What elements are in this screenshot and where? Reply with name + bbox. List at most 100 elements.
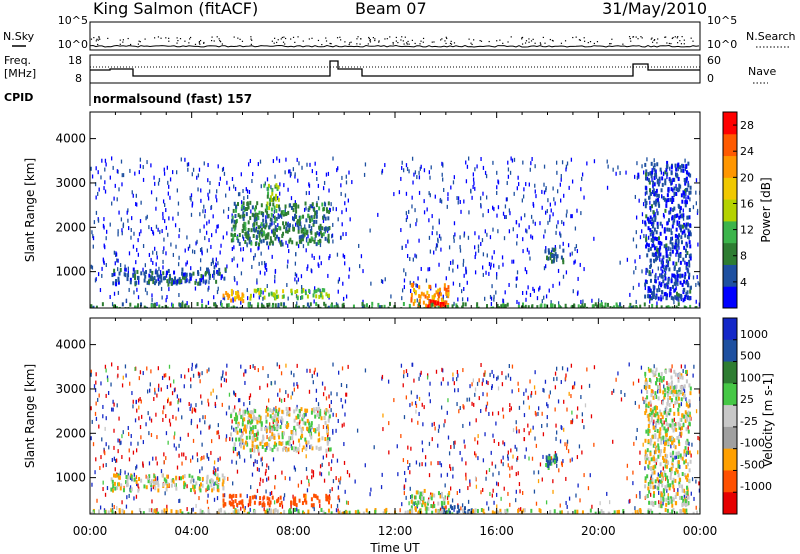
echo-pixel <box>293 426 296 431</box>
echo-pixel <box>242 445 245 450</box>
scatter-pixel <box>412 500 414 505</box>
echo-pixel <box>257 287 260 292</box>
scatter-pixel <box>278 364 281 369</box>
scatter-pixel <box>330 447 332 452</box>
echo-pixel <box>443 501 446 506</box>
echo-pixel <box>496 303 499 308</box>
scatter-pixel <box>599 501 601 506</box>
echo-pixel <box>683 287 686 292</box>
echo-pixel <box>277 432 280 437</box>
noise-sky-line <box>89 44 700 48</box>
echo-pixel <box>236 430 239 435</box>
scatter-pixel <box>305 191 308 196</box>
scatter-pixel <box>402 374 405 379</box>
scatter-pixel <box>322 425 325 430</box>
scatter-pixel <box>290 196 293 201</box>
echo-pixel <box>307 440 310 445</box>
scatter-pixel <box>98 187 100 192</box>
echo-pixel <box>294 213 297 218</box>
scatter-pixel <box>600 300 603 305</box>
echo-pixel <box>301 237 304 242</box>
scatter-pixel <box>652 243 655 248</box>
echo-pixel <box>414 495 417 500</box>
noise-dot <box>368 38 370 40</box>
echo-pixel <box>665 502 668 507</box>
echo-pixel <box>313 289 316 294</box>
echo-pixel <box>676 250 679 255</box>
y-tick-label: 3000 <box>55 176 86 190</box>
echo-pixel <box>663 227 666 232</box>
echo-pixel <box>680 213 683 218</box>
echo-pixel <box>658 176 661 181</box>
echo-pixel <box>682 213 685 218</box>
echo-pixel <box>308 215 311 220</box>
echo-pixel <box>684 203 687 208</box>
scatter-pixel <box>144 287 147 292</box>
scatter-pixel <box>148 461 151 466</box>
scatter-pixel <box>423 210 426 215</box>
echo-pixel <box>280 242 283 247</box>
echo-pixel <box>183 474 186 479</box>
scatter-pixel <box>639 494 641 499</box>
scatter-pixel <box>673 417 676 422</box>
scatter-pixel <box>256 278 258 283</box>
scatter-pixel <box>331 459 333 464</box>
scatter-pixel <box>430 165 432 170</box>
scatter-pixel <box>403 415 406 420</box>
echo-pixel <box>671 503 674 508</box>
noise-dot <box>400 39 402 41</box>
echo-pixel <box>236 290 239 295</box>
echo-pixel <box>672 484 675 489</box>
echo-pixel <box>222 486 225 491</box>
scatter-pixel <box>397 472 399 477</box>
scatter-pixel <box>408 169 410 174</box>
echo-pixel <box>111 479 114 484</box>
echo-pixel <box>673 281 676 286</box>
echo-pixel <box>233 201 236 206</box>
echo-pixel <box>564 303 567 308</box>
echo-pixel <box>152 279 155 284</box>
echo-pixel <box>270 218 273 223</box>
echo-pixel <box>248 499 251 504</box>
echo-pixel <box>210 483 213 488</box>
colorbar-swatch <box>723 155 737 178</box>
scatter-pixel <box>266 445 268 450</box>
scatter-pixel <box>195 364 197 369</box>
scatter-pixel <box>165 273 168 278</box>
echo-pixel <box>279 502 282 507</box>
echo-pixel <box>649 188 652 193</box>
echo-pixel <box>657 197 660 202</box>
scatter-pixel <box>161 295 163 300</box>
scatter-pixel <box>465 461 467 466</box>
echo-pixel <box>581 303 584 308</box>
echo-pixel <box>433 293 436 298</box>
echo-pixel <box>555 458 558 463</box>
echo-pixel <box>560 255 563 260</box>
echo-pixel <box>662 196 665 201</box>
scatter-pixel <box>296 382 298 387</box>
echo-pixel <box>268 225 271 230</box>
scatter-pixel <box>580 299 582 304</box>
echo-pixel <box>253 448 256 453</box>
scatter-pixel <box>493 374 495 379</box>
echo-pixel <box>666 160 669 165</box>
scatter-pixel <box>526 247 529 252</box>
scatter-pixel <box>518 429 520 434</box>
echo-pixel <box>448 490 451 495</box>
scatter-pixel <box>471 401 473 406</box>
scatter-pixel <box>111 407 113 412</box>
scatter-pixel <box>228 392 231 397</box>
echo-pixel <box>256 212 259 217</box>
scatter-pixel <box>485 380 488 385</box>
echo-pixel <box>666 460 669 465</box>
echo-pixel <box>439 301 442 306</box>
scatter-pixel <box>319 288 321 293</box>
scatter-pixel <box>158 383 160 388</box>
scatter-pixel <box>337 485 340 490</box>
scatter-pixel <box>148 388 151 393</box>
scatter-pixel <box>683 494 685 499</box>
scatter-pixel <box>615 377 617 382</box>
scatter-pixel <box>120 159 123 164</box>
echo-pixel <box>253 408 256 413</box>
colorbar-tick-label: 20 <box>740 171 754 184</box>
